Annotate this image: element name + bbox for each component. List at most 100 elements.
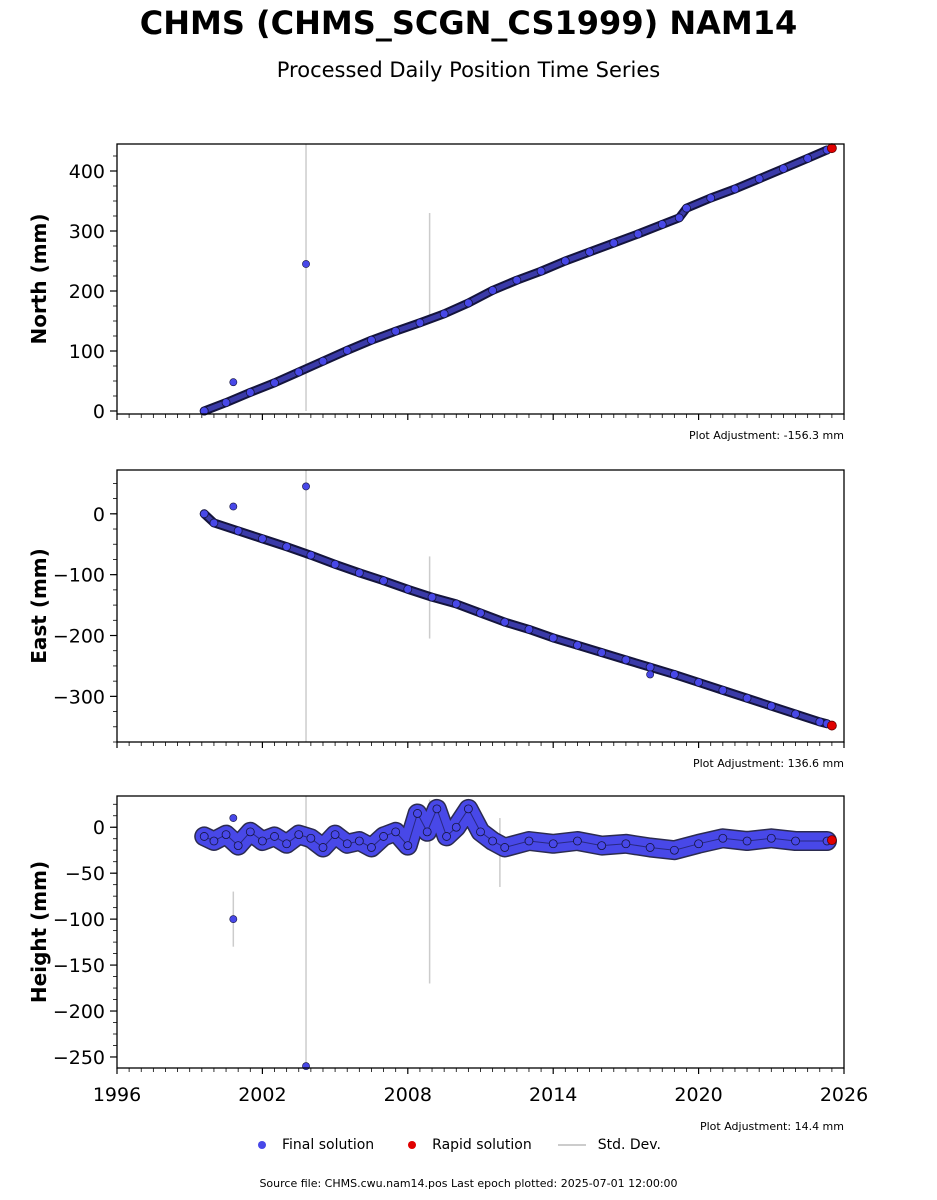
rapid-solution-dot-icon	[408, 1141, 417, 1149]
east-point-19	[645, 662, 655, 672]
east-point-18	[621, 655, 631, 665]
north-y-tick-label: 400	[69, 161, 105, 183]
north-point-15	[560, 256, 570, 266]
legend-std-label: Std. Dev.	[597, 1137, 661, 1153]
height-point-24	[476, 827, 485, 837]
east-y-tick-label: −300	[53, 686, 105, 708]
legend-std: Std. Dev.	[557, 1137, 661, 1153]
north-point-20	[674, 213, 684, 223]
east-point-13	[500, 617, 510, 627]
height-point-20	[432, 804, 442, 814]
north-point-25	[779, 164, 788, 174]
height-point-6	[270, 832, 279, 841]
east-outlier-1	[302, 482, 310, 491]
east-rapid-point-0	[826, 720, 837, 731]
north-y-tick-label: 300	[69, 221, 105, 243]
height-point-17	[403, 841, 413, 851]
height-y-tick-label: 0	[93, 817, 105, 839]
height-point-22	[451, 822, 461, 832]
east-y-tick-label: −200	[53, 626, 105, 648]
page-title: CHMS (CHMS_SCGN_CS1999) NAM14	[139, 4, 798, 42]
height-y-tick-label: −50	[65, 863, 105, 885]
east-point-8	[379, 576, 388, 586]
north-point-19	[657, 219, 667, 229]
height-point-38	[791, 836, 800, 846]
north-point-5	[318, 356, 328, 366]
height-point-10	[318, 843, 328, 852]
north-point-11	[463, 298, 473, 308]
height-outlier-1	[229, 915, 238, 924]
east-point-2	[233, 526, 243, 536]
height-point-9	[306, 833, 316, 843]
height-point-23	[463, 804, 473, 814]
height-outlier-0	[229, 814, 238, 822]
height-point-2	[221, 830, 231, 839]
east-point-21	[694, 677, 703, 687]
east-point-5	[306, 550, 316, 560]
east-point-0	[199, 509, 209, 519]
height-x-tick-label: 2014	[529, 1084, 577, 1106]
north-rapid-point-0	[826, 143, 837, 154]
east-point-4	[282, 542, 292, 552]
east-point-17	[597, 648, 607, 657]
east-y-tick-label: −100	[53, 565, 105, 587]
north-point-3	[270, 378, 279, 388]
north-point-1	[221, 398, 231, 408]
height-track-center	[203, 807, 827, 851]
east-point-7	[354, 568, 364, 578]
north-point-0	[199, 406, 209, 416]
east-point-25	[791, 709, 800, 719]
source-footer: Source file: CHMS.cwu.nam14.pos Last epo…	[259, 1177, 678, 1190]
north-point-4	[294, 367, 304, 377]
final-solution-dot-icon	[258, 1141, 266, 1149]
height-point-11	[330, 830, 340, 839]
height-point-5	[257, 836, 267, 846]
height-point-12	[342, 839, 352, 849]
east-plot-adjustment: Plot Adjustment: 136.6 mm	[693, 757, 844, 770]
height-point-30	[597, 841, 607, 851]
height-plot-adjustment: Plot Adjustment: 14.4 mm	[700, 1120, 844, 1133]
north-outlier-1	[302, 260, 310, 268]
height-x-tick-label: 2020	[674, 1084, 722, 1106]
height-point-36	[742, 836, 752, 846]
east-point-1	[209, 518, 219, 528]
height-rapid-point-0	[826, 835, 837, 846]
east-point-3	[257, 534, 267, 544]
height-point-37	[766, 833, 776, 843]
east-y-tick-label: 0	[93, 504, 105, 526]
north-point-24	[754, 174, 764, 184]
height-y-tick-label: −200	[53, 1001, 105, 1023]
north-point-7	[367, 335, 376, 345]
east-point-16	[573, 640, 582, 650]
height-point-8	[294, 830, 304, 839]
height-point-18	[413, 809, 422, 818]
legend-final: Final solution	[250, 1137, 374, 1153]
chart-legend: Final solution Rapid solution Std. Dev.	[250, 1137, 687, 1153]
north-y-tick-label: 200	[69, 281, 105, 303]
east-point-11	[451, 599, 461, 609]
east-point-12	[476, 608, 485, 618]
height-y-tick-label: −100	[53, 909, 105, 931]
height-x-tick-label: 2002	[238, 1084, 286, 1106]
height-point-3	[233, 841, 243, 851]
height-point-34	[694, 839, 703, 849]
height-point-33	[669, 845, 679, 855]
north-y-axis-label: North (mm)	[27, 213, 51, 344]
height-point-16	[391, 827, 401, 837]
page-subtitle: Processed Daily Position Time Series	[276, 58, 661, 82]
north-y-tick-label: 100	[69, 341, 105, 363]
east-point-9	[403, 584, 413, 594]
east-point-23	[742, 693, 752, 703]
east-point-15	[548, 633, 558, 643]
east-point-14	[524, 625, 534, 634]
legend-rapid: Rapid solution	[400, 1137, 532, 1153]
height-point-29	[573, 836, 582, 846]
height-x-tick-label: 1996	[93, 1084, 141, 1106]
height-point-4	[245, 827, 255, 837]
north-point-8	[391, 326, 401, 336]
height-point-14	[367, 843, 376, 852]
north-point-16	[585, 247, 594, 257]
north-point-17	[609, 238, 619, 248]
east-point-22	[718, 685, 728, 695]
